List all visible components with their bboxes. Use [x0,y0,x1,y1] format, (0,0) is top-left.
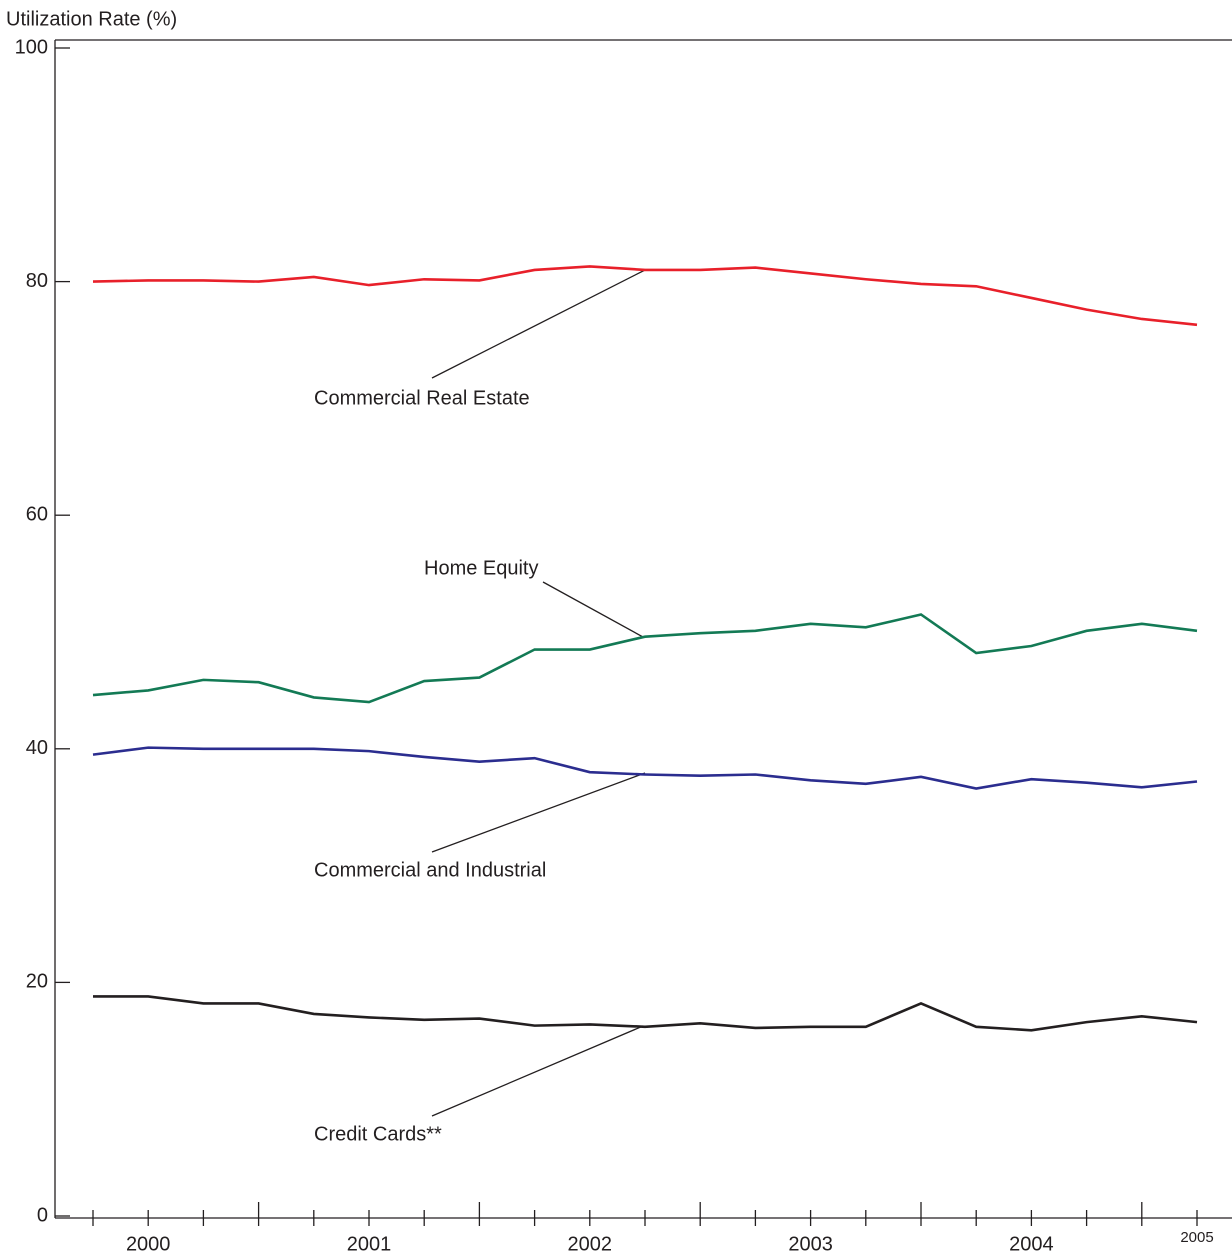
leader-line [431,772,646,853]
leader-line [542,581,644,638]
series-line [92,613,1198,704]
x-tick-label: 2005 [1180,1229,1213,1246]
y-tick-label: 80 [26,270,48,292]
leader-line [431,1025,644,1117]
y-tick-label: 60 [26,503,48,525]
leader-line [431,269,646,379]
series-annotation: Credit Cards** [314,1123,442,1145]
y-axis-label: Utilization Rate (%) [6,8,177,30]
y-tick-label: 100 [15,36,48,58]
series-line [92,265,1198,327]
series-line [93,995,1198,1032]
y-tick-label: 0 [37,1204,48,1226]
series-annotation: Commercial Real Estate [314,387,530,409]
series-annotation: Home Equity [424,557,539,579]
series-annotation: Commercial and Industrial [314,859,546,881]
x-tick-label: 2002 [568,1233,613,1255]
x-tick-label: 2001 [347,1233,392,1255]
series-line [92,746,1198,790]
x-tick-label: 2000 [126,1233,171,1255]
x-tick-label: 2004 [1009,1233,1054,1255]
y-tick-label: 40 [26,737,48,759]
y-tick-label: 20 [26,971,48,993]
x-tick-label: 2003 [788,1233,833,1255]
